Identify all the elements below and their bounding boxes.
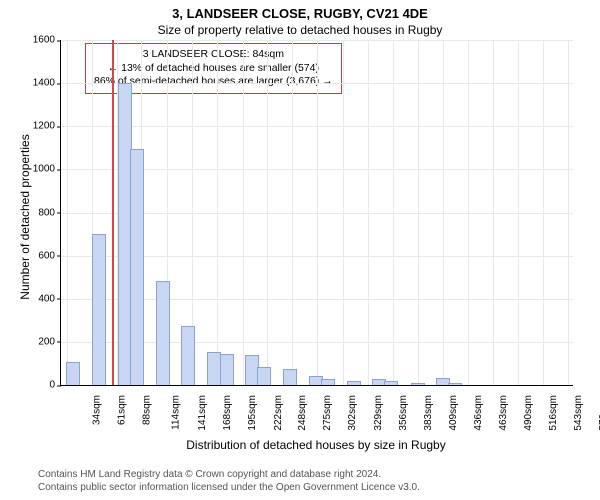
y-tick-label: 1600	[33, 35, 55, 46]
bar	[130, 149, 144, 385]
grid-v	[267, 40, 268, 385]
y-tick-label: 200	[38, 336, 55, 347]
y-tick-label: 1000	[33, 164, 55, 175]
grid-v	[292, 40, 293, 385]
bar	[448, 383, 462, 385]
bar	[181, 326, 195, 385]
x-tick-label: 302sqm	[348, 395, 359, 431]
bar	[92, 234, 106, 385]
bar	[411, 383, 425, 385]
x-tick-label: 436sqm	[473, 395, 484, 431]
chart-container: 3, LANDSEER CLOSE, RUGBY, CV21 4DE Size …	[0, 0, 600, 500]
grid-v	[343, 40, 344, 385]
grid-v	[518, 40, 519, 385]
y-tick-label: 400	[38, 293, 55, 304]
y-tick-label: 800	[38, 207, 55, 218]
x-tick-label: 195sqm	[247, 395, 258, 431]
grid-v	[393, 40, 394, 385]
footer: Contains HM Land Registry data © Crown c…	[38, 468, 420, 494]
chart-title-sub: Size of property relative to detached ho…	[0, 23, 600, 37]
grid-v	[317, 40, 318, 385]
x-tick-label: 168sqm	[222, 395, 233, 431]
x-axis-label: Distribution of detached houses by size …	[60, 438, 572, 452]
x-tick-label: 383sqm	[423, 395, 434, 431]
bar	[347, 381, 361, 385]
footer-line-1: Contains HM Land Registry data © Crown c…	[38, 468, 420, 481]
x-tick-label: 222sqm	[273, 395, 284, 431]
grid-v	[67, 40, 68, 385]
x-tick-label: 141sqm	[197, 395, 208, 431]
y-axis-label: Number of detached properties	[18, 42, 32, 392]
y-tick-label: 0	[49, 380, 55, 391]
grid-v	[443, 40, 444, 385]
x-tick-label: 248sqm	[297, 395, 308, 431]
x-tick-label: 329sqm	[373, 395, 384, 431]
x-tick-label: 61sqm	[116, 395, 127, 425]
y-tick-label: 1400	[33, 78, 55, 89]
grid-v	[243, 40, 244, 385]
marker-line	[112, 40, 114, 385]
x-tick-label: 463sqm	[498, 395, 509, 431]
bar	[220, 354, 234, 385]
bar	[156, 281, 170, 386]
plot-area: 0200400600800100012001400160034sqm61sqm8…	[60, 40, 573, 386]
bar	[66, 362, 80, 385]
bar	[207, 352, 221, 385]
y-tick-label: 600	[38, 250, 55, 261]
footer-line-2: Contains public sector information licen…	[38, 481, 420, 494]
bar	[257, 367, 271, 385]
bar	[283, 369, 297, 385]
grid-v	[493, 40, 494, 385]
x-tick-label: 275sqm	[322, 395, 333, 431]
x-tick-label: 490sqm	[524, 395, 535, 431]
x-tick-label: 516sqm	[548, 395, 559, 431]
y-tick-label: 1200	[33, 121, 55, 132]
x-tick-label: 543sqm	[573, 395, 584, 431]
grid-v	[468, 40, 469, 385]
bar	[321, 379, 335, 385]
x-tick-label: 88sqm	[142, 395, 153, 425]
grid-v	[568, 40, 569, 385]
grid-v	[217, 40, 218, 385]
x-tick-label: 409sqm	[448, 395, 459, 431]
grid-v	[543, 40, 544, 385]
x-tick-label: 114sqm	[171, 395, 182, 430]
x-tick-label: 34sqm	[91, 395, 102, 425]
x-tick-label: 356sqm	[398, 395, 409, 431]
bar	[384, 381, 398, 385]
grid-v	[368, 40, 369, 385]
grid-v	[418, 40, 419, 385]
chart-title-main: 3, LANDSEER CLOSE, RUGBY, CV21 4DE	[0, 0, 600, 21]
